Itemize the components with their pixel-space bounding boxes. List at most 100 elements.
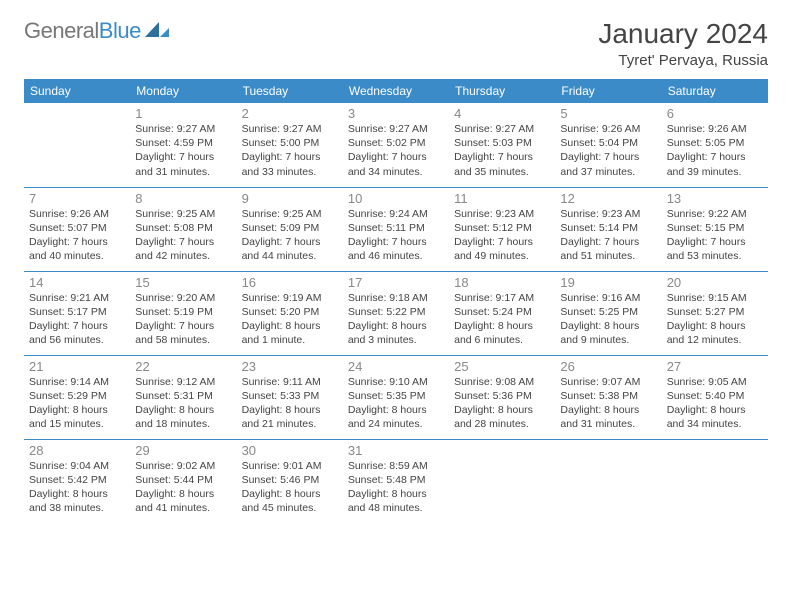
- day-info: Sunrise: 9:27 AMSunset: 5:02 PMDaylight:…: [348, 122, 444, 179]
- day-info: Sunrise: 9:26 AMSunset: 5:05 PMDaylight:…: [667, 122, 763, 179]
- day-info: Sunrise: 9:26 AMSunset: 5:07 PMDaylight:…: [29, 207, 125, 264]
- day-number: 27: [667, 359, 763, 374]
- calendar-week-row: 1Sunrise: 9:27 AMSunset: 4:59 PMDaylight…: [24, 103, 768, 187]
- day-number: 23: [242, 359, 338, 374]
- day-header: Thursday: [449, 79, 555, 103]
- day-info: Sunrise: 9:10 AMSunset: 5:35 PMDaylight:…: [348, 375, 444, 432]
- day-number: 31: [348, 443, 444, 458]
- calendar-cell: 31Sunrise: 8:59 AMSunset: 5:48 PMDayligh…: [343, 439, 449, 523]
- day-number: 28: [29, 443, 125, 458]
- day-number: 4: [454, 106, 550, 121]
- calendar-cell: 16Sunrise: 9:19 AMSunset: 5:20 PMDayligh…: [237, 271, 343, 355]
- day-info: Sunrise: 9:20 AMSunset: 5:19 PMDaylight:…: [135, 291, 231, 348]
- calendar-week-row: 7Sunrise: 9:26 AMSunset: 5:07 PMDaylight…: [24, 187, 768, 271]
- day-number: 10: [348, 191, 444, 206]
- day-number: 6: [667, 106, 763, 121]
- calendar-cell: 27Sunrise: 9:05 AMSunset: 5:40 PMDayligh…: [662, 355, 768, 439]
- day-number: 30: [242, 443, 338, 458]
- month-title: January 2024: [598, 18, 768, 50]
- calendar-cell: 17Sunrise: 9:18 AMSunset: 5:22 PMDayligh…: [343, 271, 449, 355]
- calendar-week-row: 14Sunrise: 9:21 AMSunset: 5:17 PMDayligh…: [24, 271, 768, 355]
- logo-sail-icon: [145, 22, 169, 40]
- day-header: Monday: [130, 79, 236, 103]
- calendar-cell: 7Sunrise: 9:26 AMSunset: 5:07 PMDaylight…: [24, 187, 130, 271]
- location-label: Tyret' Pervaya, Russia: [598, 52, 768, 69]
- day-number: 14: [29, 275, 125, 290]
- calendar-cell: 12Sunrise: 9:23 AMSunset: 5:14 PMDayligh…: [555, 187, 661, 271]
- day-number: 5: [560, 106, 656, 121]
- calendar-table: SundayMondayTuesdayWednesdayThursdayFrid…: [24, 79, 768, 523]
- day-info: Sunrise: 9:07 AMSunset: 5:38 PMDaylight:…: [560, 375, 656, 432]
- day-number: 24: [348, 359, 444, 374]
- day-info: Sunrise: 8:59 AMSunset: 5:48 PMDaylight:…: [348, 459, 444, 516]
- day-info: Sunrise: 9:12 AMSunset: 5:31 PMDaylight:…: [135, 375, 231, 432]
- day-info: Sunrise: 9:23 AMSunset: 5:14 PMDaylight:…: [560, 207, 656, 264]
- calendar-cell: 3Sunrise: 9:27 AMSunset: 5:02 PMDaylight…: [343, 103, 449, 187]
- calendar-week-row: 21Sunrise: 9:14 AMSunset: 5:29 PMDayligh…: [24, 355, 768, 439]
- day-number: 13: [667, 191, 763, 206]
- day-info: Sunrise: 9:27 AMSunset: 5:00 PMDaylight:…: [242, 122, 338, 179]
- calendar-cell: 25Sunrise: 9:08 AMSunset: 5:36 PMDayligh…: [449, 355, 555, 439]
- logo-text-gray: General: [24, 18, 99, 43]
- day-number: 11: [454, 191, 550, 206]
- day-number: 25: [454, 359, 550, 374]
- day-info: Sunrise: 9:15 AMSunset: 5:27 PMDaylight:…: [667, 291, 763, 348]
- day-info: Sunrise: 9:11 AMSunset: 5:33 PMDaylight:…: [242, 375, 338, 432]
- day-header: Saturday: [662, 79, 768, 103]
- calendar-week-row: 28Sunrise: 9:04 AMSunset: 5:42 PMDayligh…: [24, 439, 768, 523]
- day-info: Sunrise: 9:22 AMSunset: 5:15 PMDaylight:…: [667, 207, 763, 264]
- logo-text-blue: Blue: [99, 18, 141, 43]
- day-number: 7: [29, 191, 125, 206]
- calendar-body: 1Sunrise: 9:27 AMSunset: 4:59 PMDaylight…: [24, 103, 768, 523]
- calendar-cell: 11Sunrise: 9:23 AMSunset: 5:12 PMDayligh…: [449, 187, 555, 271]
- logo: GeneralBlue: [24, 18, 169, 44]
- calendar-cell: 1Sunrise: 9:27 AMSunset: 4:59 PMDaylight…: [130, 103, 236, 187]
- calendar-cell: [449, 439, 555, 523]
- calendar-cell: 30Sunrise: 9:01 AMSunset: 5:46 PMDayligh…: [237, 439, 343, 523]
- day-info: Sunrise: 9:27 AMSunset: 4:59 PMDaylight:…: [135, 122, 231, 179]
- day-header: Sunday: [24, 79, 130, 103]
- calendar-cell: 24Sunrise: 9:10 AMSunset: 5:35 PMDayligh…: [343, 355, 449, 439]
- day-info: Sunrise: 9:18 AMSunset: 5:22 PMDaylight:…: [348, 291, 444, 348]
- page-header: GeneralBlue January 2024 Tyret' Pervaya,…: [24, 18, 768, 69]
- day-header: Wednesday: [343, 79, 449, 103]
- day-info: Sunrise: 9:01 AMSunset: 5:46 PMDaylight:…: [242, 459, 338, 516]
- calendar-cell: 29Sunrise: 9:02 AMSunset: 5:44 PMDayligh…: [130, 439, 236, 523]
- day-number: 9: [242, 191, 338, 206]
- day-number: 29: [135, 443, 231, 458]
- day-info: Sunrise: 9:05 AMSunset: 5:40 PMDaylight:…: [667, 375, 763, 432]
- calendar-cell: [24, 103, 130, 187]
- day-header: Friday: [555, 79, 661, 103]
- day-info: Sunrise: 9:26 AMSunset: 5:04 PMDaylight:…: [560, 122, 656, 179]
- day-info: Sunrise: 9:21 AMSunset: 5:17 PMDaylight:…: [29, 291, 125, 348]
- day-number: 2: [242, 106, 338, 121]
- day-info: Sunrise: 9:04 AMSunset: 5:42 PMDaylight:…: [29, 459, 125, 516]
- calendar-cell: 8Sunrise: 9:25 AMSunset: 5:08 PMDaylight…: [130, 187, 236, 271]
- calendar-cell: 23Sunrise: 9:11 AMSunset: 5:33 PMDayligh…: [237, 355, 343, 439]
- day-number: 8: [135, 191, 231, 206]
- calendar-cell: [555, 439, 661, 523]
- day-number: 18: [454, 275, 550, 290]
- calendar-cell: 26Sunrise: 9:07 AMSunset: 5:38 PMDayligh…: [555, 355, 661, 439]
- calendar-cell: 13Sunrise: 9:22 AMSunset: 5:15 PMDayligh…: [662, 187, 768, 271]
- day-info: Sunrise: 9:17 AMSunset: 5:24 PMDaylight:…: [454, 291, 550, 348]
- day-number: 1: [135, 106, 231, 121]
- calendar-cell: 22Sunrise: 9:12 AMSunset: 5:31 PMDayligh…: [130, 355, 236, 439]
- day-header: Tuesday: [237, 79, 343, 103]
- day-info: Sunrise: 9:27 AMSunset: 5:03 PMDaylight:…: [454, 122, 550, 179]
- calendar-cell: 9Sunrise: 9:25 AMSunset: 5:09 PMDaylight…: [237, 187, 343, 271]
- calendar-cell: 18Sunrise: 9:17 AMSunset: 5:24 PMDayligh…: [449, 271, 555, 355]
- day-number: 16: [242, 275, 338, 290]
- day-info: Sunrise: 9:24 AMSunset: 5:11 PMDaylight:…: [348, 207, 444, 264]
- day-info: Sunrise: 9:02 AMSunset: 5:44 PMDaylight:…: [135, 459, 231, 516]
- day-number: 17: [348, 275, 444, 290]
- day-info: Sunrise: 9:08 AMSunset: 5:36 PMDaylight:…: [454, 375, 550, 432]
- calendar-cell: 4Sunrise: 9:27 AMSunset: 5:03 PMDaylight…: [449, 103, 555, 187]
- day-info: Sunrise: 9:25 AMSunset: 5:08 PMDaylight:…: [135, 207, 231, 264]
- day-number: 26: [560, 359, 656, 374]
- day-info: Sunrise: 9:16 AMSunset: 5:25 PMDaylight:…: [560, 291, 656, 348]
- day-number: 22: [135, 359, 231, 374]
- calendar-cell: 2Sunrise: 9:27 AMSunset: 5:00 PMDaylight…: [237, 103, 343, 187]
- calendar-cell: 20Sunrise: 9:15 AMSunset: 5:27 PMDayligh…: [662, 271, 768, 355]
- day-info: Sunrise: 9:23 AMSunset: 5:12 PMDaylight:…: [454, 207, 550, 264]
